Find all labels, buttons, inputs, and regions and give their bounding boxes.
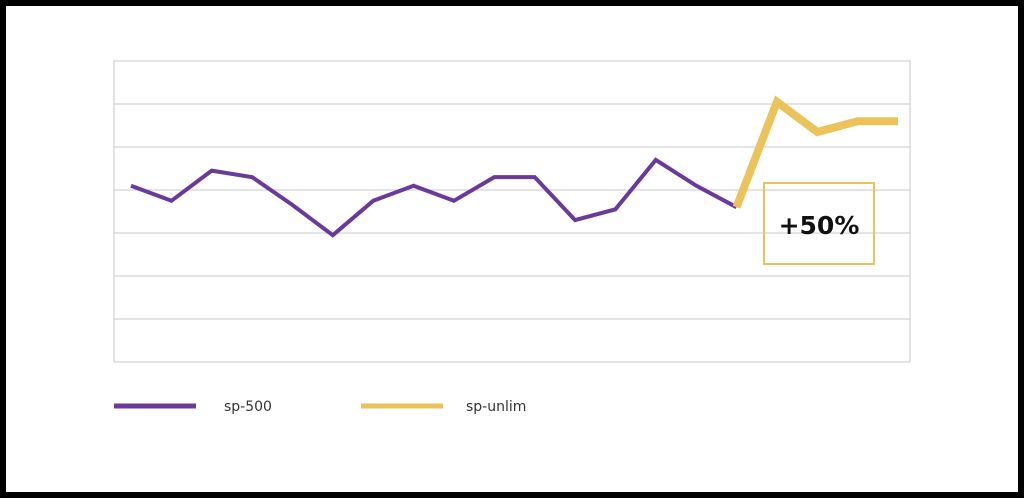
annotation-border (763, 182, 875, 265)
legend: sp-500 sp-unlim (114, 399, 526, 415)
line-chart: +50% sp-500 sp-unlim (113, 60, 911, 415)
legend-label-sp-500: sp-500 (224, 399, 272, 415)
legend-label-sp-unlim: sp-unlim (466, 399, 526, 415)
grid-lines (113, 60, 911, 363)
chart-canvas: +50% sp-500 sp-unlim (6, 6, 1018, 492)
annotation-label: +50% (779, 211, 860, 240)
plot-area-border (113, 60, 911, 363)
annotation-box: +50% (763, 182, 875, 265)
series-lines (130, 95, 898, 238)
series-line-sp-unlim (732, 95, 898, 209)
series-line-sp-500 (130, 157, 738, 238)
